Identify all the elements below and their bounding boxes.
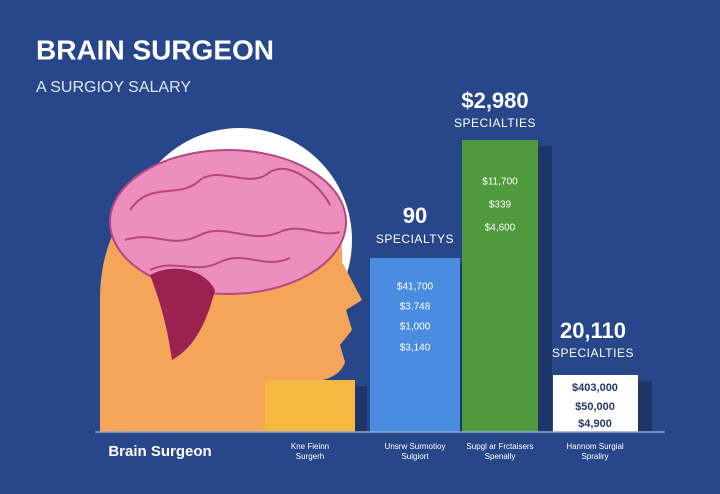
bar-line: $1,000 (400, 322, 431, 333)
bar-heading: $2,980 (461, 88, 528, 113)
bar-line: $339 (489, 200, 512, 211)
bar-label: Spenally (485, 452, 516, 461)
bar-subheading: SPECIALTIES (454, 116, 536, 130)
bar-line: $403,000 (572, 382, 618, 394)
figure-label: Brain Surgeon (108, 443, 211, 460)
bar (553, 375, 638, 432)
brain-stem (150, 268, 215, 360)
subtitle: A SURGIOY SALARY (36, 79, 191, 96)
bar-label: Sulgiort (401, 452, 429, 461)
bar (265, 380, 355, 432)
bar-line: $11,700 (482, 177, 518, 188)
bar-line: $50,000 (575, 401, 615, 413)
bar (370, 258, 460, 432)
bar-label: Hannom Surgial (566, 442, 624, 451)
bar-subheading: SPECIALTYS (376, 232, 454, 246)
bar-subheading: SPECIALTIES (552, 346, 634, 360)
bar-label: Surgerh (296, 452, 324, 461)
bar-shadow (638, 381, 652, 432)
brain (109, 149, 347, 295)
bar-label: Spraliry (581, 452, 608, 461)
bar-line: $4,900 (578, 418, 612, 430)
bar-label: Unsrw Surmotioy (385, 442, 446, 451)
bar-shadow (355, 386, 367, 432)
bar-heading: 20,110 (560, 318, 626, 343)
title: BRAIN SURGEON (36, 34, 274, 65)
bar-line: $41,700 (397, 282, 434, 293)
bar-line: $4,600 (485, 223, 516, 234)
bar (462, 140, 538, 432)
bar-line: $3,140 (400, 343, 431, 354)
brain-folds (124, 167, 341, 271)
bar-label: Kne Fieinn (291, 442, 329, 451)
bar-line: $3.748 (400, 302, 431, 313)
bar-shadow (538, 146, 552, 432)
bar-heading: 90 (403, 203, 427, 228)
bar-label: Supgl ar Frctaisers (466, 442, 533, 451)
